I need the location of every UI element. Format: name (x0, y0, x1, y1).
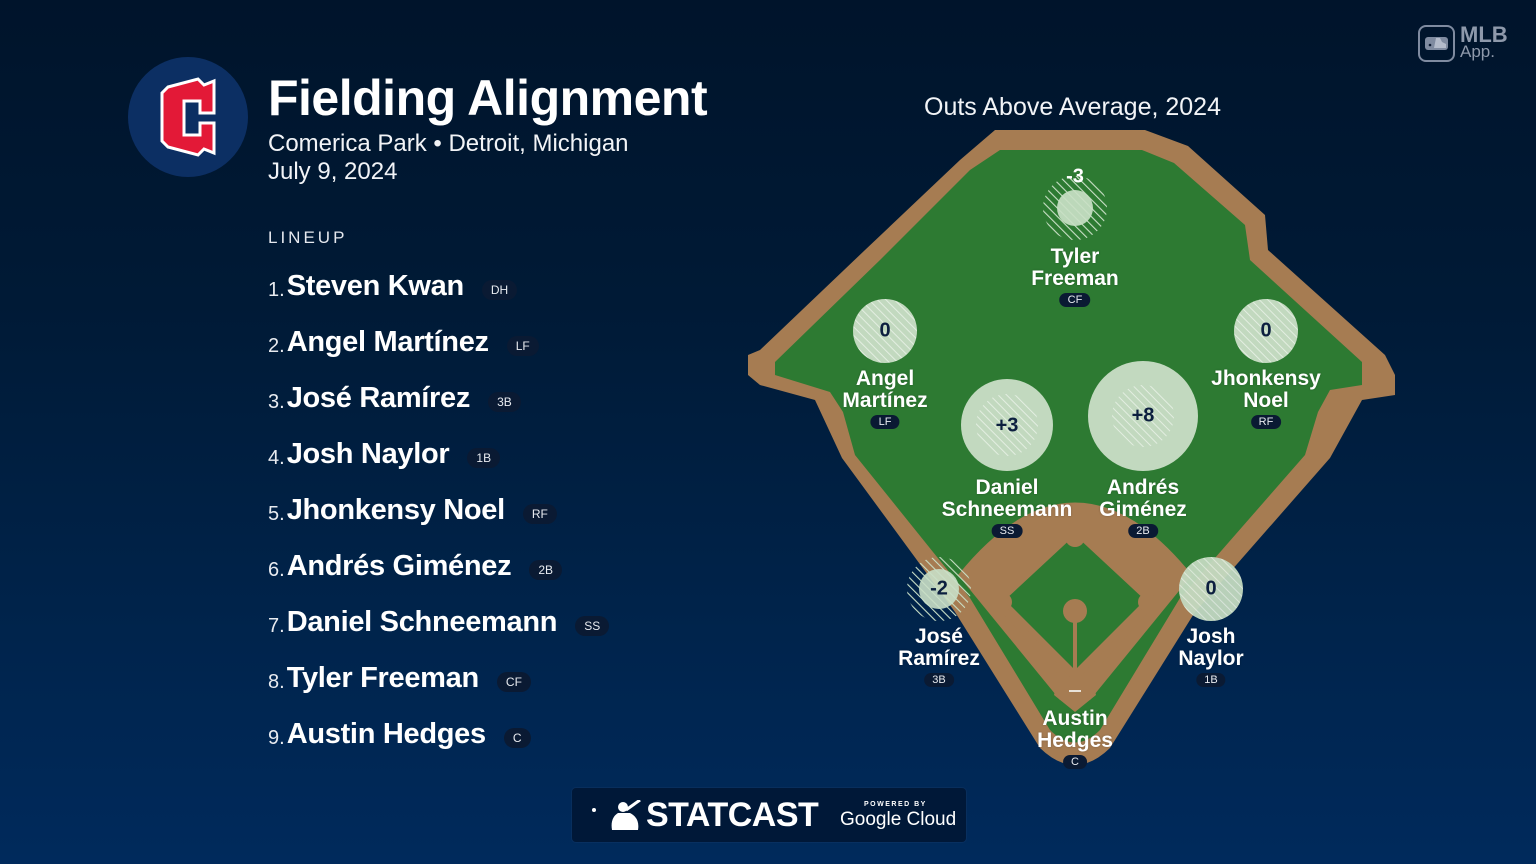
mlb-app-logo: MLB App. (1418, 22, 1528, 64)
oaa-value-3b: -2 (930, 577, 948, 600)
fielder-1b: Josh Naylor 1B (1178, 625, 1244, 688)
chart-title: Outs Above Average, 2024 (924, 93, 1221, 121)
statcast-banner: STATCAST POWERED BY Google Cloud (572, 788, 966, 842)
lineup-item: 2. Angel Martínez LF (268, 314, 609, 370)
dot-icon (592, 808, 596, 812)
position-badge: RF (522, 504, 557, 524)
fielder-position-badge: 1B (1196, 673, 1226, 687)
guardians-c-icon (160, 77, 216, 157)
fielder-position-badge: LF (870, 415, 900, 429)
oaa-bubble-lf (853, 299, 917, 363)
batting-order: 4. (268, 446, 285, 469)
player-name: José Ramírez (286, 381, 471, 414)
google-cloud-text: Google Cloud (840, 809, 957, 830)
batting-order: 8. (268, 670, 285, 693)
batting-order: 6. (268, 558, 285, 581)
oaa-value-2b: +8 (1131, 404, 1155, 427)
powered-by-text: POWERED BY (864, 801, 927, 808)
fielder-last-name: Martínez (842, 389, 928, 412)
player-name: Daniel Schneemann (286, 605, 558, 638)
lineup-list: 1. Steven Kwan DH 2. Angel Martínez LF 3. Jos… (268, 258, 610, 762)
fielder-last-name: Hedges (1037, 729, 1113, 752)
fielder-position-badge: C (1063, 755, 1087, 769)
fielder-3b: José Ramírez 3B (898, 626, 980, 688)
position-badge: CF (496, 672, 531, 692)
oaa-value-rf: 0 (1260, 319, 1272, 342)
player-name: Austin Hedges (286, 717, 486, 750)
fielder-position-badge: CF (1059, 293, 1091, 307)
oaa-value-ss: +3 (995, 414, 1019, 437)
lineup-item: 6. Andrés Giménez 2B (268, 538, 609, 594)
fielder-c: Austin Hedges C (1037, 708, 1113, 770)
batting-order: 2. (268, 334, 285, 357)
player-name: Angel Martínez (286, 325, 489, 358)
lineup-item: 9. Austin Hedges C (268, 706, 609, 762)
fielder-position-badge: RF (1250, 415, 1282, 429)
fielder-rf: Jhonkensy Noel RF (1211, 368, 1321, 430)
lineup-item: 5. Jhonkensy Noel RF (268, 482, 609, 538)
batting-order: 3. (268, 390, 285, 413)
fielder-first-name: Jhonkensy (1211, 367, 1321, 390)
pitchers-mound (1063, 599, 1087, 623)
fielder-2b: Andrés Giménez 2B (1099, 477, 1187, 539)
fielder-lf: Angel Martínez LF (842, 367, 928, 430)
fielder-last-name: Ramírez (898, 647, 980, 670)
position-badge: 1B (467, 448, 501, 468)
oaa-bubble-1b (1179, 557, 1243, 621)
lineup-item: 8. Tyler Freeman CF (268, 650, 609, 706)
batting-order: 9. (268, 726, 285, 749)
fielder-first-name: José (915, 625, 963, 648)
oaa-value-cf: -3 (1066, 165, 1084, 188)
team-logo (128, 57, 248, 177)
mlb-batter-icon (611, 800, 641, 830)
fielder-position-badge: SS (991, 524, 1023, 538)
batting-order: 1. (268, 278, 285, 301)
fielder-first-name: Josh (1186, 625, 1236, 648)
fielder-first-name: Tyler (1050, 245, 1100, 268)
player-name: Steven Kwan (286, 269, 465, 302)
oaa-value-1b: 0 (1205, 577, 1217, 600)
statcast-wordmark: STATCAST (646, 796, 819, 834)
position-badge: C (503, 728, 531, 748)
fielder-position-badge: 3B (924, 673, 954, 687)
position-badge: LF (506, 336, 539, 356)
lineup-item: 7. Daniel Schneemann SS (268, 594, 610, 650)
oaa-bubble-rf (1234, 299, 1298, 363)
batting-order: 7. (268, 614, 285, 637)
mlb-app-text-2: App. (1460, 42, 1495, 61)
fielder-last-name: Schneemann (941, 498, 1073, 521)
venue-text: Comerica Park • Detroit, Michigan (268, 130, 629, 157)
player-name: Andrés Giménez (286, 549, 512, 582)
lineup-item: 4. Josh Naylor 1B (268, 426, 609, 482)
oaa-value-lf: 0 (879, 319, 891, 342)
fielder-first-name: Austin (1042, 707, 1108, 730)
page-title: Fielding Alignment (268, 70, 708, 126)
position-badge: 2B (529, 560, 563, 580)
batting-order: 5. (268, 502, 285, 525)
mlb-app-text-1: MLB (1460, 22, 1508, 47)
fielder-first-name: Angel (855, 367, 915, 390)
lineup-heading: LINEUP (268, 228, 348, 247)
position-badge: 3B (488, 392, 521, 412)
fielder-last-name: Naylor (1178, 647, 1244, 670)
player-name: Jhonkensy Noel (286, 493, 506, 526)
fielder-first-name: Andrés (1106, 476, 1180, 499)
position-badge: SS (575, 616, 610, 636)
game-date: July 9, 2024 (268, 158, 398, 185)
fielder-last-name: Freeman (1031, 267, 1119, 290)
fielder-ss: Daniel Schneemann SS (941, 476, 1073, 539)
lineup-item: 1. Steven Kwan DH (268, 258, 609, 314)
player-name: Josh Naylor (286, 437, 450, 470)
outfield-grass (775, 150, 1362, 743)
home-plate-area (1054, 677, 1096, 712)
fielder-first-name: Daniel (975, 476, 1039, 499)
lineup-item: 3. José Ramírez 3B (268, 370, 609, 426)
player-name: Tyler Freeman (286, 661, 480, 694)
fielder-cf: Tyler Freeman CF (1031, 246, 1119, 308)
fielder-last-name: Noel (1243, 389, 1289, 412)
fielder-position-badge: 2B (1128, 524, 1158, 538)
fielder-last-name: Giménez (1099, 498, 1187, 521)
position-badge: DH (481, 280, 518, 300)
